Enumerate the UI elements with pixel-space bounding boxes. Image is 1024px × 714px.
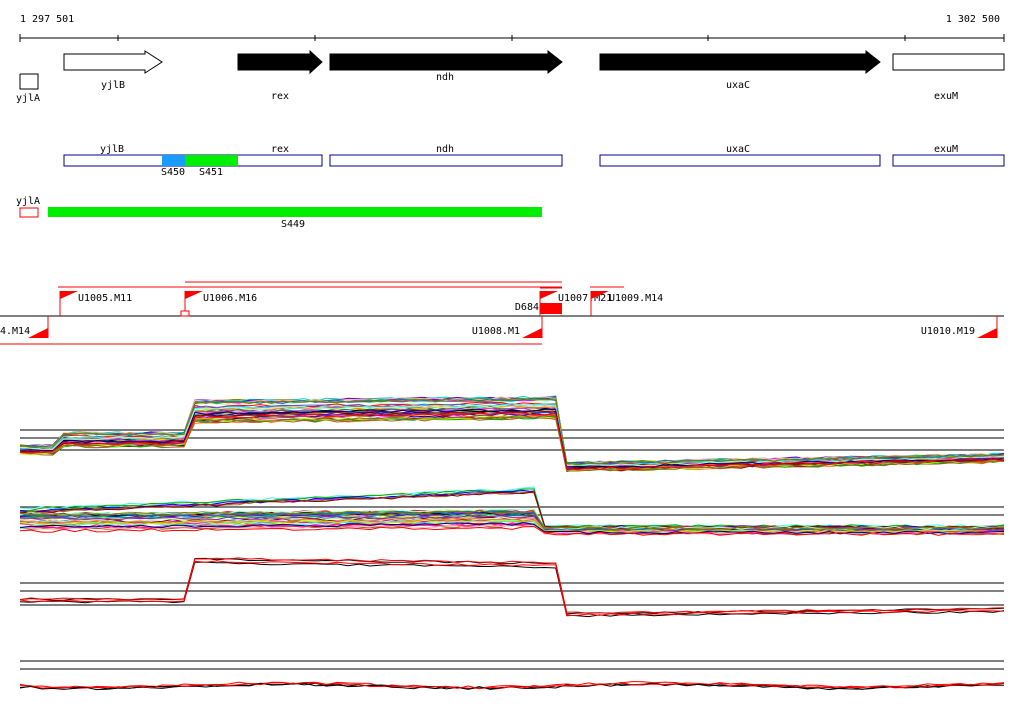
upshift-U1007[interactable]: U1007.M21 xyxy=(558,293,612,304)
gene-uxaC[interactable]: uxaC xyxy=(599,49,881,91)
upshift-U1005[interactable]: U1005.M11 xyxy=(59,291,132,316)
ruler-end-label: 1 302 500 xyxy=(946,14,1000,25)
segment-S449[interactable] xyxy=(48,207,542,217)
gene-label-yjlA: yjlA xyxy=(16,93,40,104)
annotation-label-rex: rex xyxy=(271,144,289,155)
upshift-label-U1004: 4.M14 xyxy=(0,326,30,337)
annotation-block-ndh[interactable] xyxy=(329,154,563,167)
upshift-label-U1006: U1006.M16 xyxy=(203,293,257,304)
expression-panel-4 xyxy=(19,660,1005,691)
segment-S450[interactable] xyxy=(162,155,185,166)
segment-label-S450: S450 xyxy=(161,167,185,178)
upshift-label-D684: D684 xyxy=(515,302,539,313)
coordinate-ruler: 1 297 501 1 302 500 xyxy=(19,14,1005,42)
annotation-label-exuM: exuM xyxy=(934,144,958,155)
upshift-label-U1005: U1005.M11 xyxy=(78,293,132,304)
annotation-label-uxaC: uxaC xyxy=(726,144,750,155)
segment-label-S449: S449 xyxy=(281,219,305,230)
upshift-U1010[interactable]: U1010.M19 xyxy=(921,316,998,338)
gene-exuM[interactable]: exuM xyxy=(892,53,1005,102)
gene-yjlA[interactable]: yjlA xyxy=(16,73,40,104)
segment-yjlA-label: yjlA xyxy=(16,196,40,207)
gene-label-yjlB: yjlB xyxy=(101,80,125,91)
gene-rex[interactable]: rex xyxy=(237,49,323,102)
gene-label-uxaC: uxaC xyxy=(726,80,750,91)
annotation-label-ndh: ndh xyxy=(436,144,454,155)
upshift-U1009[interactable]: U1009.M14 xyxy=(590,291,663,316)
upshift-track: U1005.M11 U1006.M16 D684 U1007.M21 U1009… xyxy=(0,281,1004,345)
upshift-U1008[interactable]: U1008.M1 xyxy=(472,316,543,338)
gene-label-exuM: exuM xyxy=(934,91,958,102)
annotation-block-uxaC[interactable] xyxy=(599,154,881,167)
upshift-label-U1009: U1009.M14 xyxy=(609,293,663,304)
upshift-label-U1008: U1008.M1 xyxy=(472,326,520,337)
upshift-U1004[interactable]: 4.M14 xyxy=(0,316,49,338)
gene-yjlB[interactable]: yjlB xyxy=(63,50,163,91)
gene-label-ndh: ndh xyxy=(436,72,454,83)
annotation-label-yjlB: yjlB xyxy=(100,144,124,155)
upshift-label-U1007: U1007.M21 xyxy=(558,293,612,304)
expression-panel-1 xyxy=(19,395,1005,473)
gene-track: yjlB rex ndh uxaC exuM yjlA xyxy=(16,49,1005,104)
gene-ndh[interactable]: ndh xyxy=(329,49,563,83)
annotation-track: yjlB rex ndh uxaC exuM S450 S451 xyxy=(63,144,1005,178)
ruler-start-label: 1 297 501 xyxy=(20,14,74,25)
segment-S451[interactable] xyxy=(185,155,238,166)
gene-label-rex: rex xyxy=(271,91,289,102)
segment-label-S451: S451 xyxy=(199,167,223,178)
segment-track: yjlA S449 xyxy=(16,196,542,230)
annotation-block-exuM[interactable] xyxy=(892,154,1005,167)
expression-panel-2 xyxy=(19,486,1005,536)
upshift-label-U1010: U1010.M19 xyxy=(921,326,975,337)
expression-panel-3 xyxy=(19,557,1005,618)
upshift-D684[interactable]: D684 xyxy=(515,291,562,316)
upshift-U1006[interactable]: U1006.M16 xyxy=(180,291,257,317)
segment-yjlA[interactable] xyxy=(19,207,39,218)
